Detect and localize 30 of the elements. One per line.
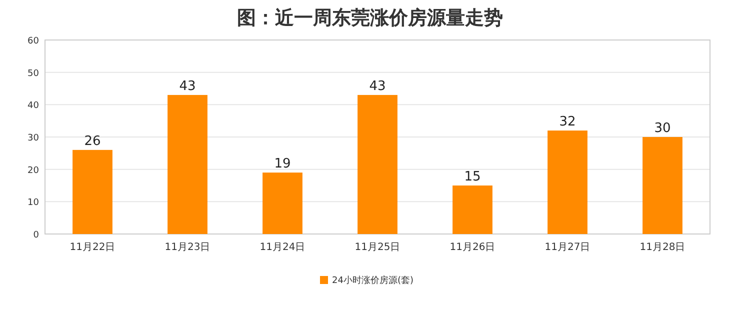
- data-label: 30: [654, 121, 671, 136]
- data-label: 32: [559, 114, 576, 130]
- bar: [548, 130, 588, 234]
- data-label: 26: [84, 134, 101, 149]
- bar: [452, 186, 492, 234]
- data-label: 43: [179, 78, 196, 94]
- bar: [72, 150, 112, 234]
- data-label: 43: [369, 78, 386, 94]
- y-tick-label: 10: [28, 198, 40, 208]
- y-tick-label: 50: [28, 68, 40, 79]
- bar: [642, 137, 682, 234]
- bar: [168, 94, 208, 234]
- x-tick-label: 11月25日: [354, 242, 400, 253]
- chart-title: 图：近一周东莞涨价房源量走势: [237, 7, 503, 29]
- x-tick-label: 11月23日: [164, 242, 210, 253]
- data-label: 19: [274, 156, 291, 172]
- x-tick-label: 11月24日: [260, 242, 306, 253]
- y-tick-label: 30: [28, 134, 40, 144]
- x-tick-label: 11月22日: [70, 242, 116, 253]
- data-label: 15: [464, 170, 481, 184]
- x-tick-label: 11月27日: [544, 242, 590, 253]
- y-tick-label: 40: [28, 101, 40, 112]
- y-tick-label: 20: [28, 166, 40, 176]
- bar: [358, 94, 398, 234]
- x-tick-label: 11月26日: [450, 242, 496, 253]
- bar: [262, 172, 302, 234]
- y-tick-label: 60: [28, 36, 40, 46]
- y-tick-label: 0: [33, 230, 40, 240]
- x-tick-label: 11月28日: [640, 242, 686, 253]
- legend-label: 24小时涨价房源(套): [332, 275, 414, 286]
